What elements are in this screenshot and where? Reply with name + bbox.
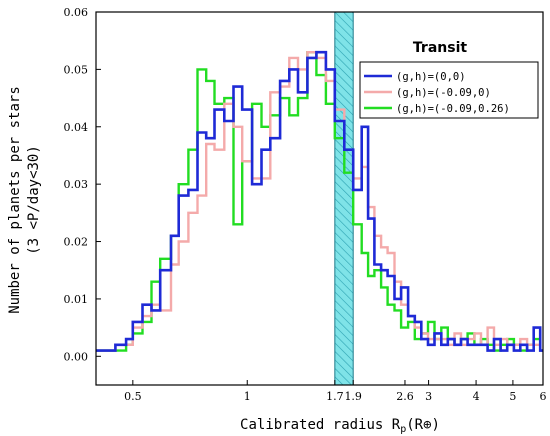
y-axis-title-line2: (3 <P/day<30) (26, 145, 42, 255)
x-tick-label-5: 3 (425, 390, 432, 403)
legend: Transit (g,h)=(0,0) (g,h)=(-0.09,0) (g,h)=… (359, 40, 539, 119)
legend-label-1: (g,h)=(-0.09,0) (396, 87, 491, 99)
series-line-0 (96, 50, 543, 352)
legend-title: Transit (413, 40, 467, 56)
x-tick-label-7: 5 (509, 390, 516, 403)
y-tick-label-5: 0.05 (64, 63, 89, 76)
legend-label-2: (g,h)=(-0.09,0.26) (396, 103, 510, 115)
x-tick-label-6: 4 (473, 390, 480, 403)
y-tick-label-6: 0.06 (64, 6, 89, 19)
x-tick-label-1: 1 (244, 390, 251, 403)
plot-frame (95, 11, 544, 386)
y-tick-label-0: 0.00 (64, 350, 89, 363)
y-tick-label-4: 0.04 (64, 121, 89, 134)
x-axis-title: Calibrated radius Rp(R⊕) (240, 417, 440, 435)
y-tick-label-1: 0.01 (64, 293, 89, 306)
x-tick-label-0: 0.5 (124, 390, 142, 403)
x-tick-label-8: 6 (540, 390, 547, 403)
x-tick-label-3: 1.9 (344, 390, 362, 403)
highlight-band (334, 12, 354, 385)
y-axis-title-line1: Number of planets per stars (7, 86, 23, 314)
legend-label-0: (g,h)=(0,0) (396, 71, 466, 83)
series-line-2 (96, 51, 543, 352)
y-tick-label-2: 0.02 (64, 236, 89, 249)
series-line-1 (96, 51, 543, 352)
y-tick-label-3: 0.03 (64, 178, 89, 191)
x-tick-label-2: 1.7 (326, 390, 344, 403)
x-tick-label-4: 2.6 (396, 390, 414, 403)
